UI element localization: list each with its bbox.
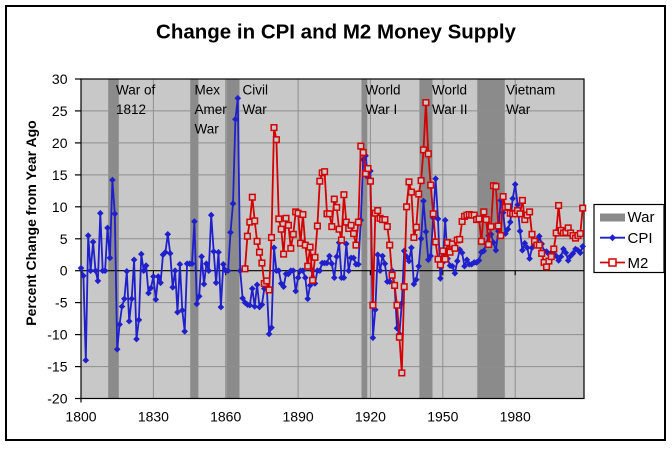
svg-text:30: 30 <box>52 71 68 87</box>
svg-text:World: World <box>432 83 467 98</box>
svg-text:1980: 1980 <box>500 409 531 425</box>
svg-text:1860: 1860 <box>210 409 241 425</box>
svg-text:War I: War I <box>366 102 398 117</box>
svg-text:Mex: Mex <box>195 83 221 98</box>
svg-text:Civil: Civil <box>243 83 269 98</box>
svg-text:-20: -20 <box>47 391 67 407</box>
svg-text:Percent Change from Year Ago: Percent Change from Year Ago <box>23 120 39 325</box>
svg-text:War: War <box>506 102 531 117</box>
svg-text:10: 10 <box>52 199 68 215</box>
svg-text:CPI: CPI <box>628 230 653 247</box>
svg-text:1800: 1800 <box>65 409 96 425</box>
svg-text:1812: 1812 <box>116 102 146 117</box>
svg-text:1920: 1920 <box>355 409 386 425</box>
svg-text:World: World <box>366 83 401 98</box>
svg-text:1890: 1890 <box>283 409 314 425</box>
svg-text:Amer: Amer <box>195 102 228 117</box>
svg-text:-15: -15 <box>47 359 67 375</box>
svg-text:-5: -5 <box>55 295 68 311</box>
svg-text:War: War <box>243 102 268 117</box>
svg-text:5: 5 <box>60 231 68 247</box>
svg-text:M2: M2 <box>628 255 649 272</box>
svg-text:War of: War of <box>116 83 156 98</box>
svg-text:0: 0 <box>60 263 68 279</box>
svg-text:Change in CPI and M2 Money Sup: Change in CPI and M2 Money Supply <box>156 21 517 44</box>
svg-text:War: War <box>628 209 655 226</box>
svg-text:15: 15 <box>52 167 68 183</box>
svg-text:20: 20 <box>52 135 68 151</box>
svg-text:1830: 1830 <box>138 409 169 425</box>
svg-text:25: 25 <box>52 103 68 119</box>
svg-text:-10: -10 <box>47 327 67 343</box>
svg-text:War: War <box>195 122 220 137</box>
svg-text:Vietnam: Vietnam <box>506 83 555 98</box>
svg-text:War II: War II <box>432 102 468 117</box>
svg-text:1950: 1950 <box>427 409 458 425</box>
